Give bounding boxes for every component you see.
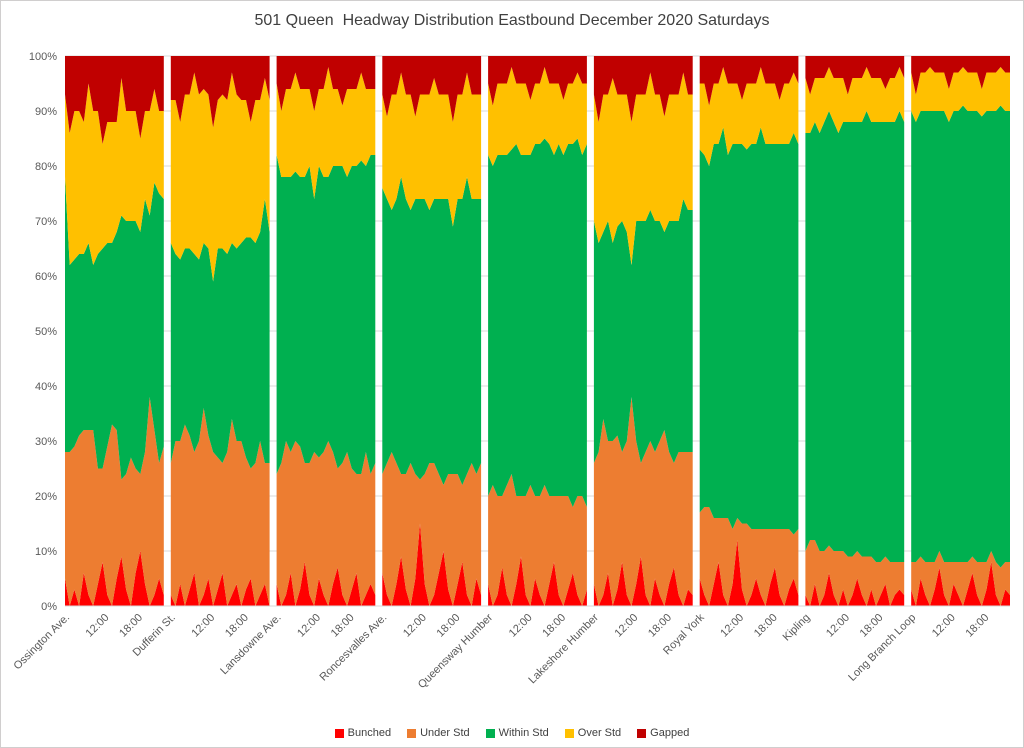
x-tick-label-time: 18:00 [752,612,780,640]
x-tick-label-stop: Kipling [781,612,813,644]
area-gapped [699,56,799,106]
legend-item-bunched: Bunched [334,727,392,739]
x-tick-label-time: 18:00 [329,612,357,640]
y-tick-label: 50% [35,326,57,338]
chart-title: 501 Queen Headway Distribution Eastbound… [254,12,770,29]
area-bunched [593,556,693,606]
y-tick-label: 30% [35,436,57,448]
y-tick-label: 60% [35,271,57,283]
legend-swatch [334,728,344,738]
area-under-std [170,408,270,606]
area-under-std [276,441,376,606]
x-tick-label-time: 18:00 [117,612,145,640]
legend-item-within-std: Within Std [485,727,549,739]
area-over-std [488,67,587,166]
area-over-std [593,72,693,265]
legend-item-gapped: Gapped [637,727,689,739]
area-within-std [488,138,587,507]
area-gapped [170,56,270,128]
legend-item-over-std: Over Std [564,727,622,739]
y-tick-label: 20% [35,491,57,503]
area-bunched [170,573,270,606]
legend-swatch [564,728,574,738]
area-gapped [911,56,1010,95]
y-tick-label: 10% [35,546,57,558]
area-under-std [911,551,1010,606]
x-tick-label-time: 12:00 [930,612,958,640]
legend-label: Bunched [347,727,392,739]
x-tick-label-time: 12:00 [824,612,852,640]
x-tick-label-time: 18:00 [963,612,991,640]
x-tick-label-time: 18:00 [435,612,463,640]
area-within-std [699,127,799,535]
x-tick-label-time: 12:00 [507,612,535,640]
legend-label: Over Std [577,727,622,739]
area-over-std [170,72,270,282]
area-over-std [65,78,164,265]
legend-swatch [637,728,647,738]
area-within-std [805,111,905,562]
legend-label: Under Std [420,727,470,739]
area-within-std [170,199,270,469]
area-over-std [699,67,799,166]
area-gapped [805,56,905,95]
area-over-std [276,67,376,199]
area-under-std [65,397,164,606]
area-over-std [911,67,1010,122]
legend: Bunched Under Std Within Std Over Std Gapped [1,727,1023,739]
area-bunched [805,573,905,606]
legend-swatch [407,728,417,738]
area-bunched [699,540,799,606]
x-tick-label-stop: Ossington Ave. [11,612,72,673]
x-tick-label-time: 12:00 [189,612,217,640]
x-tick-label-time: 12:00 [84,612,112,640]
area-over-std [805,67,905,133]
y-tick-label: 70% [35,216,57,228]
area-within-std [276,155,376,474]
area-under-std [593,397,693,606]
area-gapped [276,56,376,111]
area-bunched [276,562,376,606]
area-within-std [65,177,164,480]
area-bunched [382,523,482,606]
area-under-std [699,507,799,606]
area-gapped [65,56,164,144]
area-bunched [65,551,164,606]
legend-label: Gapped [650,727,690,739]
legend-item-under-std: Under Std [407,727,470,739]
y-tick-label: 80% [35,161,57,173]
area-bunched [488,556,587,606]
y-tick-label: 0% [41,601,57,613]
area-over-std [382,72,482,227]
y-tick-label: 40% [35,381,57,393]
area-under-std [382,452,482,606]
area-gapped [382,56,482,122]
x-tick-label-time: 18:00 [858,612,886,640]
area-under-std [488,474,587,606]
area-gapped [488,56,587,106]
y-tick-label: 90% [35,106,57,118]
area-within-std [593,199,693,463]
x-tick-label-time: 18:00 [540,612,568,640]
legend-swatch [485,728,495,738]
x-tick-label-time: 18:00 [223,612,251,640]
x-tick-label-stop: Lansdowne Ave. [218,612,283,677]
area-within-std [911,105,1010,568]
area-under-std [805,540,905,606]
x-tick-label-time: 12:00 [718,612,746,640]
x-tick-label-time: 12:00 [295,612,323,640]
x-tick-label-time: 12:00 [612,612,640,640]
area-within-std [382,177,482,485]
legend-label: Within Std [498,727,549,739]
x-tick-label-time: 18:00 [646,612,674,640]
x-tick-label-time: 12:00 [401,612,429,640]
area-gapped [593,56,693,122]
y-tick-label: 100% [29,51,57,63]
area-bunched [911,562,1010,606]
